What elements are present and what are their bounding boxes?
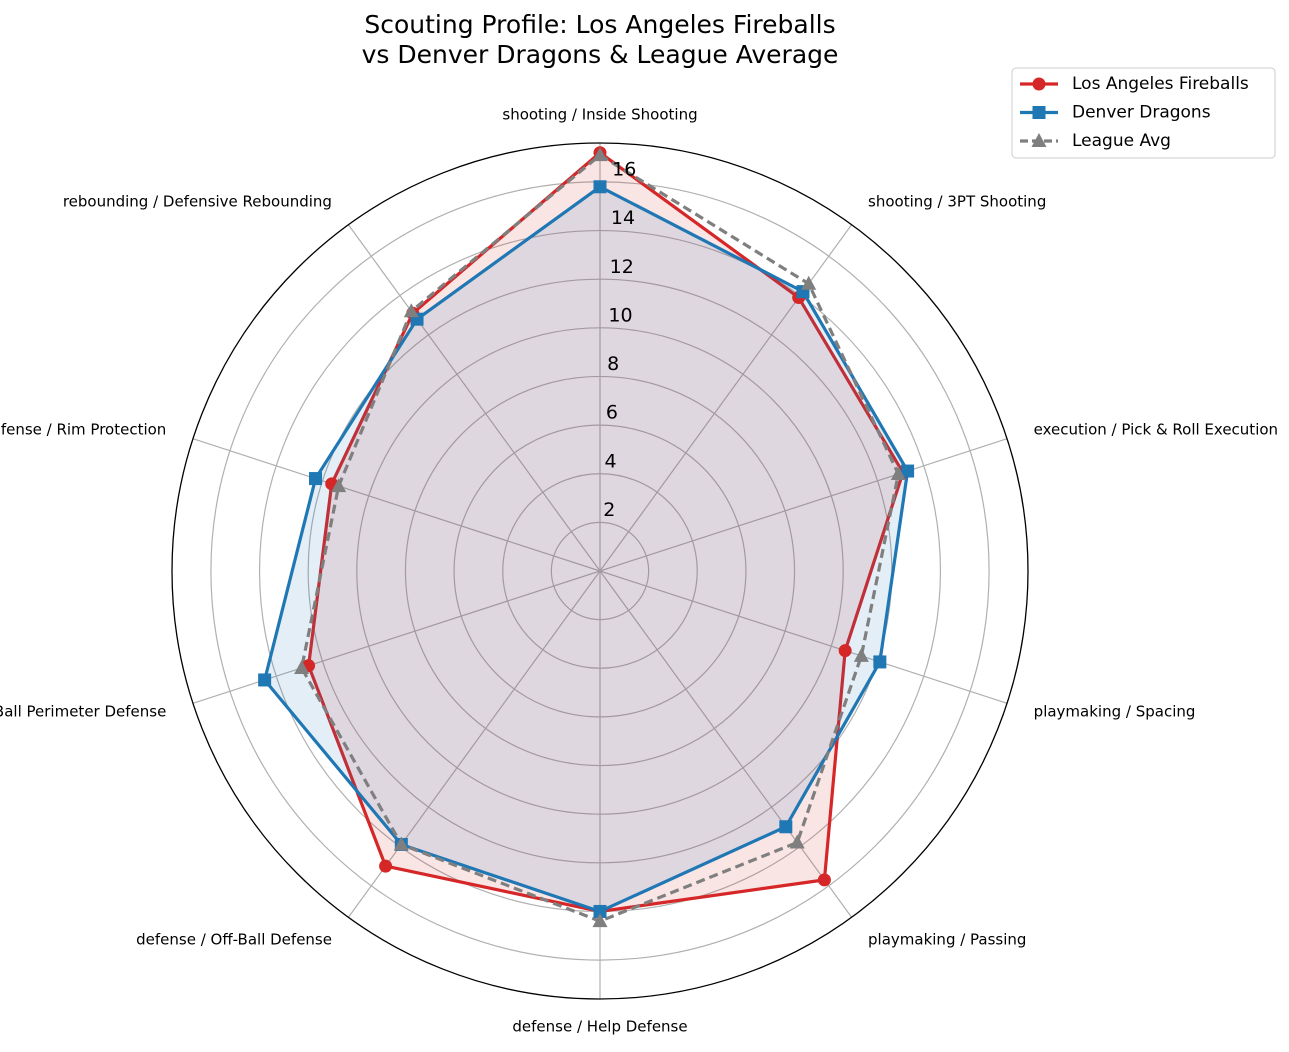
legend-marker bbox=[1032, 77, 1046, 91]
spoke bbox=[599, 570, 853, 918]
data-point bbox=[801, 275, 817, 290]
spoke bbox=[599, 438, 1008, 572]
y-tick-label: 12 bbox=[610, 256, 634, 278]
chart-title: Scouting Profile: Los Angeles Fireballs bbox=[364, 10, 835, 39]
data-point bbox=[294, 659, 310, 674]
data-point bbox=[309, 472, 323, 486]
series-area bbox=[264, 186, 908, 912]
data-point bbox=[593, 904, 607, 918]
legend-marker bbox=[1032, 106, 1046, 119]
data-point bbox=[838, 644, 852, 658]
axis-label: defense / Off-Ball Defense bbox=[136, 930, 332, 948]
outer-frame bbox=[171, 142, 1029, 1000]
data-point bbox=[379, 859, 393, 873]
legend-label: Los Angeles Fireballs bbox=[1072, 74, 1249, 94]
axis-label: defense / Help Defense bbox=[512, 1018, 687, 1036]
data-point bbox=[789, 834, 805, 849]
data-point bbox=[817, 873, 831, 887]
chart-title: vs Denver Dragons & League Average bbox=[362, 40, 839, 69]
data-point bbox=[873, 655, 887, 669]
data-point bbox=[592, 147, 608, 162]
axis-label: playmaking / Passing bbox=[868, 930, 1026, 948]
axis-label: playmaking / Spacing bbox=[1034, 702, 1196, 720]
axis-label: execution / Pick & Roll Execution bbox=[1034, 421, 1278, 439]
y-tick-label: 10 bbox=[608, 304, 632, 326]
spoke bbox=[599, 570, 1008, 704]
data-point bbox=[403, 303, 419, 318]
y-tick-label: 6 bbox=[606, 402, 618, 424]
data-point bbox=[890, 466, 906, 481]
legend-label: Denver Dragons bbox=[1072, 103, 1211, 123]
spoke bbox=[192, 438, 601, 572]
axis-label: defense / On-Ball Perimeter Defense bbox=[0, 702, 166, 720]
data-point bbox=[853, 647, 869, 662]
axis-label: defense / Rim Protection bbox=[0, 421, 166, 439]
legend-box bbox=[1011, 67, 1276, 159]
axis-label: shooting / 3PT Shooting bbox=[868, 193, 1046, 211]
spoke bbox=[347, 224, 601, 572]
data-point bbox=[901, 464, 915, 478]
plot-area: shooting / Inside Shooting shooting / 3PT… bbox=[0, 106, 1278, 1036]
data-point bbox=[393, 836, 409, 851]
legend-marker bbox=[1031, 133, 1047, 147]
data-point bbox=[331, 478, 347, 493]
y-tick-label: 8 bbox=[607, 353, 619, 375]
series-area bbox=[308, 152, 903, 912]
data-point bbox=[592, 913, 608, 928]
data-point bbox=[779, 820, 793, 834]
y-tick-label: 14 bbox=[611, 207, 635, 229]
data-point bbox=[258, 673, 272, 687]
data-point bbox=[593, 180, 607, 194]
y-tick-label: 4 bbox=[605, 450, 617, 472]
y-tick-label: 16 bbox=[612, 159, 636, 181]
axis-label: rebounding / Defensive Rebounding bbox=[63, 193, 332, 211]
y-tick-label: 2 bbox=[603, 499, 615, 521]
axis-label: shooting / Inside Shooting bbox=[502, 106, 697, 124]
spoke bbox=[347, 570, 601, 918]
legend-label: League Avg bbox=[1072, 131, 1171, 151]
